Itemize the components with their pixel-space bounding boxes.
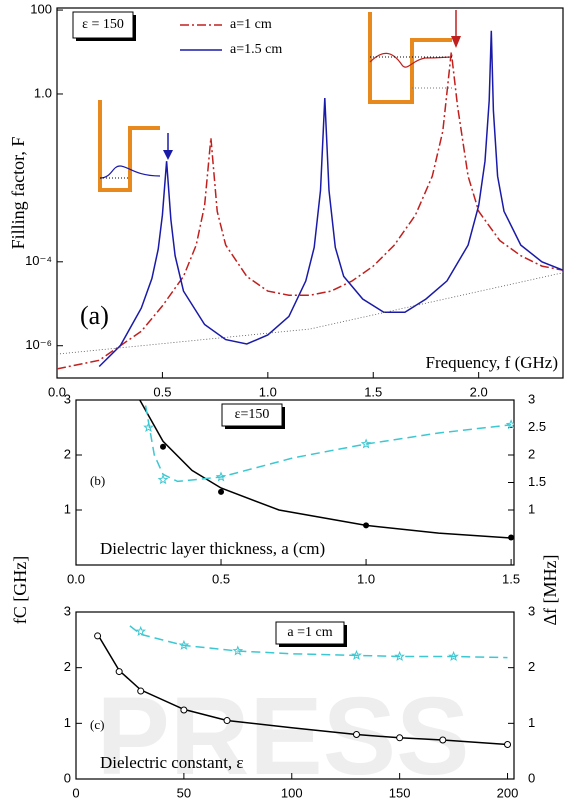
data-point xyxy=(178,639,190,650)
data-point xyxy=(352,730,360,738)
y-axis-label: Filling factor, F xyxy=(8,137,28,250)
x-tick-label: 100 xyxy=(281,785,303,800)
x-tick-label: 0.0 xyxy=(67,571,85,586)
y-tick-label: 10⁻⁴ xyxy=(25,253,52,268)
annotation: ε = 150 xyxy=(82,17,124,32)
data-point xyxy=(223,717,231,725)
data-point xyxy=(160,443,167,450)
data-point xyxy=(363,522,370,529)
inset-right xyxy=(368,10,461,104)
x-tick-label: 150 xyxy=(389,785,411,800)
data-point xyxy=(94,632,102,640)
data-point xyxy=(115,668,123,676)
annotation: a =1 cm xyxy=(287,625,332,640)
watermark: PRESS xyxy=(97,675,470,798)
x-tick-label: 0.5 xyxy=(212,571,230,586)
plot-area xyxy=(57,30,563,370)
x-tick-label: 0.0 xyxy=(48,384,66,399)
legend-label: a=1.5 cm xyxy=(230,42,282,57)
y-tick-label: 2 xyxy=(64,446,71,461)
y2-tick-label: 3 xyxy=(528,603,535,618)
data-point xyxy=(157,474,169,485)
data-point xyxy=(439,736,447,744)
series-line xyxy=(57,51,563,370)
panel-label: (c) xyxy=(90,717,104,732)
data-point xyxy=(351,649,362,660)
data-point xyxy=(215,471,227,482)
y-tick-label: 1 xyxy=(64,715,71,730)
data-point xyxy=(394,650,405,662)
x-tick-label: 1.5 xyxy=(364,384,382,399)
x-tick-label: 50 xyxy=(177,785,191,800)
series-line xyxy=(57,272,563,355)
x-tick-label: 1.5 xyxy=(502,571,520,586)
y-tick-label: 1.0 xyxy=(34,85,52,100)
data-point xyxy=(218,488,225,495)
data-point xyxy=(135,625,147,637)
x-tick-label: 200 xyxy=(497,785,519,800)
data-point xyxy=(180,706,188,714)
y2-tick-label: 2.5 xyxy=(528,419,546,434)
series-line xyxy=(98,30,563,368)
panel-label: (b) xyxy=(90,473,105,488)
annotation-box xyxy=(275,621,345,645)
x-tick-label: 0 xyxy=(72,785,79,800)
annotation: ε=150 xyxy=(235,407,270,422)
y2-tick-label: 1 xyxy=(528,501,535,516)
data-point xyxy=(396,734,404,742)
plot-frame xyxy=(56,7,564,379)
y2-tick-label: 2 xyxy=(528,446,535,461)
y-tick-label: 2 xyxy=(64,659,71,674)
y-tick-label: 3 xyxy=(64,603,71,618)
y-tick-label: 100 xyxy=(30,2,52,17)
plot-frame xyxy=(75,611,515,780)
y-tick-label: 3 xyxy=(64,391,71,406)
plot-area xyxy=(94,625,512,748)
data-point xyxy=(232,645,244,656)
y2-tick-label: 1 xyxy=(528,715,535,730)
series-line xyxy=(96,633,508,746)
panel-label: (a) xyxy=(80,301,109,330)
series-line xyxy=(139,400,512,539)
series-line xyxy=(129,625,508,659)
y-tick-label: 0 xyxy=(64,770,71,785)
x-axis-label: Frequency, f (GHz) xyxy=(426,353,558,372)
data-point xyxy=(360,438,372,449)
legend-label: a=1 cm xyxy=(230,17,272,32)
data-point xyxy=(504,740,512,748)
x-tick-label: 1.0 xyxy=(357,571,375,586)
x-tick-label: 2.0 xyxy=(470,384,488,399)
y2-tick-label: 2 xyxy=(528,659,535,674)
annotation-box xyxy=(72,11,134,39)
data-point xyxy=(508,534,514,541)
data-point xyxy=(448,650,459,662)
x-axis-label: Dielectric constant, ε xyxy=(100,753,244,772)
data-point xyxy=(137,687,145,695)
y2-axis-label: Δf [MHz] xyxy=(540,554,560,625)
y2-tick-label: 0 xyxy=(528,770,535,785)
y-tick-label: 10⁻⁶ xyxy=(25,337,52,352)
y2-tick-label: 3 xyxy=(528,391,535,406)
annotation-box xyxy=(221,403,283,427)
plot-area xyxy=(139,400,514,541)
x-tick-label: 1.0 xyxy=(259,384,277,399)
series-line xyxy=(144,405,512,483)
inset-left xyxy=(98,100,173,192)
x-axis-label: Dielectric layer thickness, a (cm) xyxy=(100,539,325,558)
data-point xyxy=(143,421,154,433)
y-tick-label: 1 xyxy=(64,501,71,516)
y-axis-label: fC [GHz] xyxy=(10,556,30,624)
x-tick-label: 0.5 xyxy=(153,384,171,399)
data-point xyxy=(505,419,514,430)
y2-tick-label: 1.5 xyxy=(528,474,546,489)
